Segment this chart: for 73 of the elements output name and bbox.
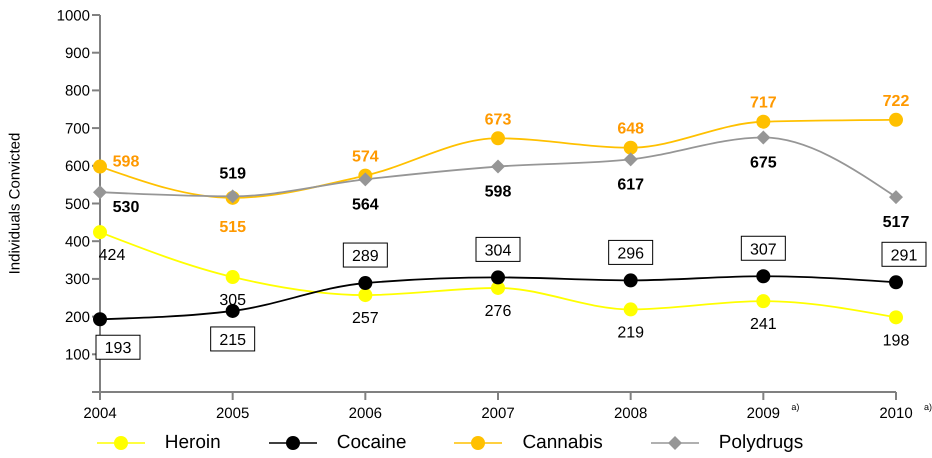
point [889,190,903,204]
data-label: 219 [617,324,644,342]
x-tick-label: 2005 [216,405,250,422]
y-tick-label: 900 [64,45,90,62]
y-tick-label: 1000 [56,7,90,24]
y-tick-label: 100 [64,346,90,364]
y-tick-label: 200 [64,308,90,326]
data-label: 598 [112,154,140,171]
data-label: 296 [617,245,644,262]
data-label: 289 [352,248,379,266]
data-label: 717 [750,94,777,112]
data-label: 304 [484,242,512,260]
y-tick-label: 400 [64,234,90,251]
legend-label: Heroin [164,432,221,454]
point [756,114,770,129]
data-label: 675 [750,154,777,172]
y-tick-label: 500 [64,196,90,213]
data-label: 215 [219,332,246,349]
point [93,225,107,240]
point [624,302,638,316]
y-tick-label: 300 [64,271,90,288]
point [624,152,638,166]
data-label: 530 [112,199,140,216]
data-label: 193 [104,340,132,358]
y-axis-title: Individuals Convicted [6,132,24,274]
data-label: 648 [617,120,644,138]
point [889,275,903,290]
point [93,160,107,174]
x-tick-label: 2010 a) [879,402,932,422]
data-label: 673 [484,111,512,128]
point [93,312,107,326]
point [756,269,770,284]
data-label: 198 [882,332,910,350]
x-tick-label: 2004 [83,405,117,422]
legend-label: Polydrugs [718,432,804,454]
data-label: 515 [219,218,246,236]
point [93,185,107,200]
point [491,160,505,174]
x-tick-label: 2009 a) [746,402,800,422]
y-tick-label: 600 [64,158,90,176]
legend-label: Cannabis [522,432,603,454]
data-label: 598 [484,184,512,201]
data-label: 564 [352,196,379,214]
x-tick-label: 2007 [481,405,515,422]
y-tick-label: 800 [64,82,90,100]
data-label: 722 [882,92,910,110]
point [358,288,372,302]
point [226,270,240,284]
point [491,131,505,146]
point [756,294,770,308]
data-label: 241 [750,316,777,334]
data-label: 519 [219,165,246,182]
data-label: 617 [617,176,644,194]
data-label: 305 [219,292,246,310]
point [889,310,903,324]
data-label: 517 [882,214,910,232]
point [491,270,505,284]
x-tick-label: 2006 [348,405,382,422]
point [624,140,638,155]
data-label: 307 [750,241,777,258]
data-label: 424 [98,247,126,264]
y-tick-label: 700 [64,120,90,138]
point [358,172,372,186]
legend-label: Cocaine [336,432,406,454]
point [624,273,638,288]
data-label: 574 [352,148,379,166]
data-label: 257 [352,310,379,328]
point [889,112,903,127]
data-label: 276 [484,302,512,320]
point [358,276,372,290]
point [756,130,770,145]
data-label: 291 [890,247,918,264]
x-tick-label: 2008 [614,405,648,422]
